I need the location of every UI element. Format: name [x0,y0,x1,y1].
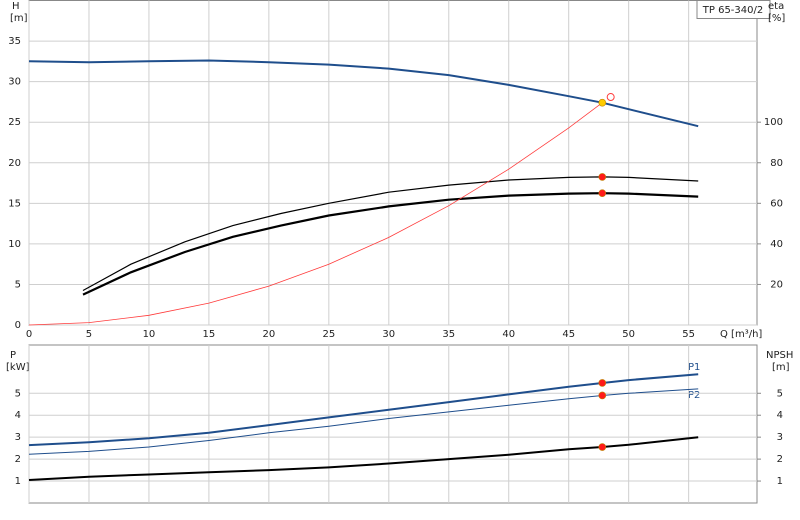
y-tick-label: 20 [8,158,21,169]
y2-tick-label: 4 [777,410,783,421]
x-tick-label: 55 [682,329,695,340]
title-box [696,0,771,19]
x-tick-label: 25 [322,329,335,340]
y2-unit: [m] [772,362,790,373]
y-unit: [kW] [6,362,30,373]
y2-tick-label: 5 [777,388,783,399]
series-label: P2 [688,390,700,401]
y2-tick-label: 80 [770,158,783,169]
curve [28,59,699,128]
x-label: Q [m³/h] [720,329,762,340]
x-tick-label: 15 [203,329,216,340]
curve [28,373,699,447]
y-tick-label: 2 [15,454,21,465]
y-unit: [m] [10,13,28,24]
y2-unit: [%] [768,13,785,24]
x-tick-label: 35 [442,329,455,340]
curve [28,102,603,326]
x-tick-label: 20 [263,329,276,340]
operating-point [598,379,607,387]
operating-point [598,391,607,400]
y2-tick-label: 20 [770,279,783,290]
x-tick-label: 40 [502,329,515,340]
operating-point [598,173,607,181]
series-label: P1 [688,362,700,373]
y2-label: NPSH [766,350,793,361]
y-tick-label: 4 [15,410,21,421]
operating-point [598,443,607,451]
chart-title: TP 65-340/2 [702,5,763,16]
y-tick-label: 25 [8,117,21,128]
y2-tick-label: 3 [777,432,783,443]
y-tick-label: 3 [15,432,21,443]
y2-label: eta [768,1,784,12]
y2-tick-label: 60 [770,198,783,209]
y-tick-label: 30 [8,77,21,88]
operating-point [598,98,607,107]
operating-point [606,93,615,102]
curve [28,436,699,481]
y-tick-label: 0 [15,320,21,331]
y-label: H [12,1,20,12]
bottom-frame [28,344,758,504]
y2-tick-label: 100 [764,117,783,128]
y-label: P [10,350,16,361]
curve [28,388,699,455]
y-tick-label: 5 [15,279,21,290]
y-tick-label: 5 [15,388,21,399]
y-tick-label: 10 [8,239,21,250]
x-tick-label: 30 [382,329,395,340]
operating-point [598,189,607,197]
y2-tick-label: 1 [777,476,783,487]
y-tick-label: 1 [15,476,21,487]
x-tick-label: 45 [562,329,575,340]
x-tick-label: 5 [86,329,92,340]
y2-tick-label: 40 [770,239,783,250]
x-tick-label: 0 [26,329,32,340]
y-tick-label: 15 [8,198,21,209]
y2-tick-label: 2 [777,454,783,465]
x-tick-label: 10 [143,329,156,340]
y-tick-label: 35 [8,36,21,47]
x-tick-label: 50 [622,329,635,340]
